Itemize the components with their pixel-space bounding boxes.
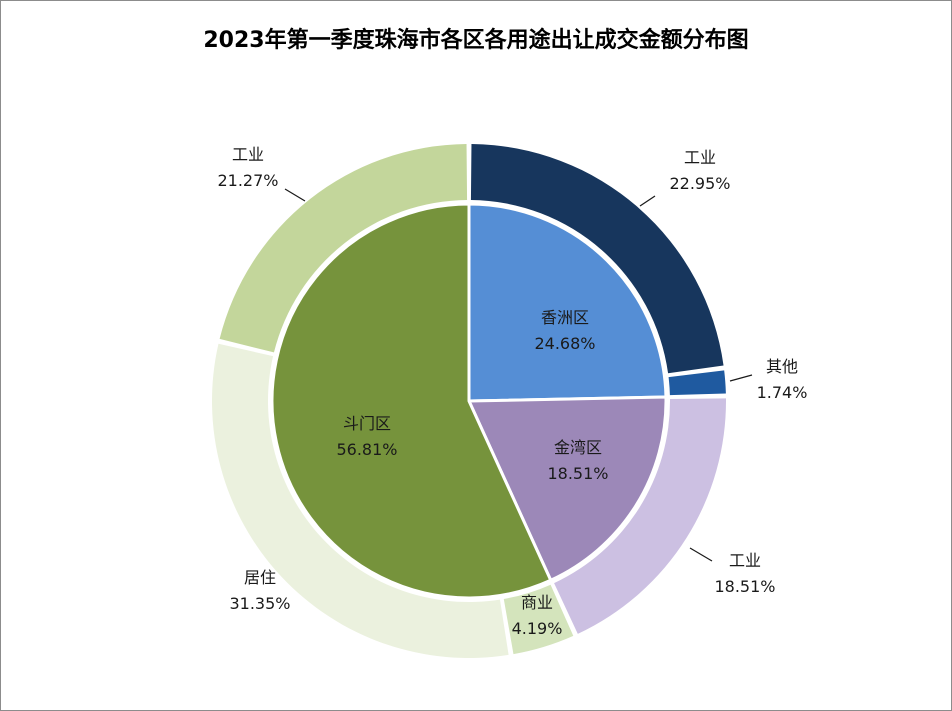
outer-label-name-0: 工业 [684, 148, 716, 167]
inner-label-name-2: 斗门区 [343, 414, 391, 433]
outer-segment-4 [211, 343, 509, 658]
outer-segment-5 [219, 144, 468, 353]
chart-title: 2023年第一季度珠海市各区各用途出让成交金额分布图 [203, 28, 749, 53]
outer-label-percent-4: 31.35% [229, 594, 290, 613]
outer-label-percent-3: 4.19% [512, 619, 563, 638]
outer-label-name-3: 商业 [521, 593, 553, 612]
outer-label-name-5: 工业 [232, 145, 264, 164]
leader-line-2 [689, 547, 713, 562]
leader-lines [284, 188, 753, 562]
inner-slice-0 [467, 202, 668, 403]
inner-slice-1 [467, 395, 668, 582]
leader-line-1 [729, 374, 753, 382]
inner-label-name-0: 香洲区 [541, 308, 589, 327]
inner-label-percent-1: 18.51% [547, 464, 608, 483]
outer-segment-3 [503, 584, 574, 655]
outer-label-name-1: 其他 [766, 357, 798, 376]
inner-pie [270, 202, 668, 600]
outer-ring [211, 144, 727, 658]
inner-label-name-1: 金湾区 [554, 438, 602, 457]
inner-label-percent-2: 56.81% [336, 440, 397, 459]
inner-slice-2 [270, 202, 553, 600]
outer-label-percent-2: 18.51% [714, 577, 775, 596]
outer-label-name-2: 工业 [729, 551, 761, 570]
leader-line-5 [284, 188, 306, 202]
outer-label-percent-5: 21.27% [217, 171, 278, 190]
outer-segment-2 [554, 398, 727, 634]
outer-label-percent-0: 22.95% [669, 174, 730, 193]
data-labels: 香洲区 24.68% 金湾区 18.51% 斗门区 56.81% 工业 22.95% 其他 1.7… [217, 145, 807, 638]
outer-label-percent-1: 1.74% [757, 383, 808, 402]
inner-label-percent-0: 24.68% [534, 334, 595, 353]
outer-segment-1 [668, 370, 726, 396]
outer-segment-0 [470, 144, 724, 374]
outer-label-name-4: 居住 [244, 568, 276, 587]
leader-line-0 [639, 195, 656, 207]
